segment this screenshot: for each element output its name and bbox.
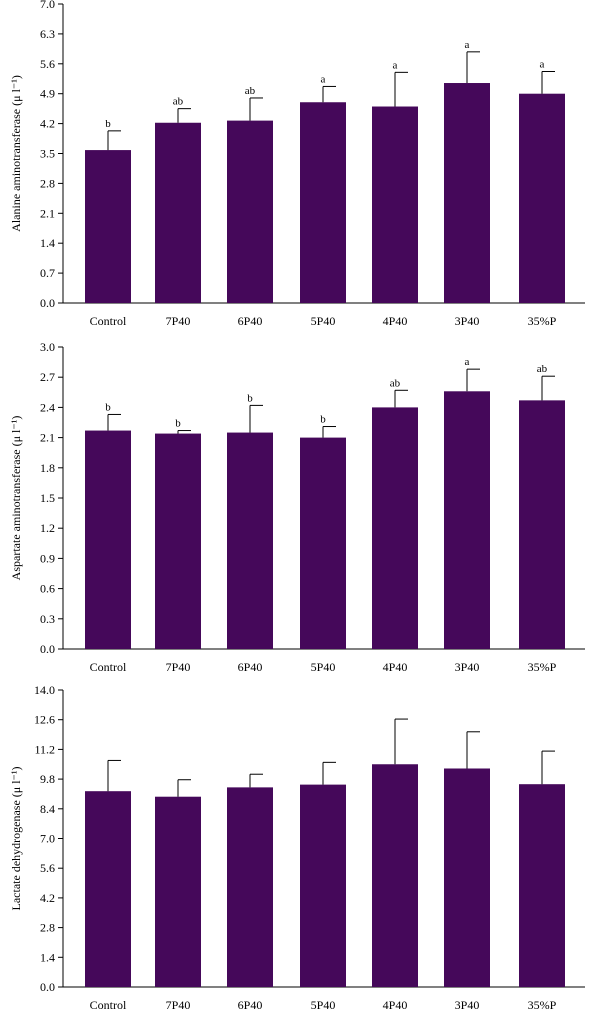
bar-5P40 <box>300 437 346 649</box>
y-tick-label: 2.8 <box>40 176 55 190</box>
x-tick-label: 35%P <box>528 660 557 674</box>
x-tick-label: 3P40 <box>455 660 480 674</box>
x-tick-label: Control <box>90 314 127 328</box>
significance-label: b <box>105 401 111 413</box>
bar-7P40 <box>155 796 201 987</box>
y-tick-label: 7.0 <box>40 0 55 11</box>
significance-label: ab <box>173 96 184 108</box>
y-tick-label: 14.0 <box>34 683 55 697</box>
bar-3P40 <box>444 391 490 649</box>
x-tick-label: 4P40 <box>383 998 408 1012</box>
bar-Control <box>85 791 131 987</box>
bar-4P40 <box>372 407 418 649</box>
y-axis-label: Lactate dehydrogenase (μ l⁻¹) <box>9 767 23 911</box>
significance-label: a <box>465 39 470 51</box>
bar-4P40 <box>372 106 418 303</box>
x-tick-label: 35%P <box>528 314 557 328</box>
y-tick-label: 4.9 <box>40 87 55 101</box>
x-tick-label: 3P40 <box>455 314 480 328</box>
x-tick-label: 5P40 <box>311 998 336 1012</box>
chart-2: 0.0 0.3 0.6 0.9 1.2 1.5 1.8 2.1 2.4 2.7 3.0 Asparta… <box>9 340 585 674</box>
x-tick-label: Control <box>90 998 127 1012</box>
bar-6P40 <box>227 432 273 649</box>
bar-5P40 <box>300 102 346 303</box>
x-tick-label: 4P40 <box>383 314 408 328</box>
significance-label: b <box>105 118 111 130</box>
bar-5P40 <box>300 784 346 987</box>
y-axis-label: Aspartate aminotransferase (μ l⁻¹) <box>9 416 23 581</box>
x-tick-label: 6P40 <box>238 998 263 1012</box>
y-tick-label: 2.1 <box>40 431 55 445</box>
x-tick-label: 7P40 <box>166 314 191 328</box>
x-tick-label: 6P40 <box>238 660 263 674</box>
significance-label: a <box>465 356 470 368</box>
bar-3P40 <box>444 768 490 987</box>
y-tick-label: 0.0 <box>40 296 55 310</box>
x-tick-label: Control <box>90 660 127 674</box>
significance-label: ab <box>390 377 401 389</box>
y-tick-label: 0.0 <box>40 980 55 994</box>
y-tick-label: 0.6 <box>40 582 55 596</box>
y-tick-label: 11.2 <box>34 742 55 756</box>
y-tick-label: 4.2 <box>40 117 55 131</box>
x-tick-label: 6P40 <box>238 314 263 328</box>
y-tick-label: 6.3 <box>40 27 55 41</box>
bar-Control <box>85 150 131 303</box>
x-tick-label: 7P40 <box>166 660 191 674</box>
significance-label: b <box>175 418 181 430</box>
bar-35%P <box>519 400 565 649</box>
significance-label: b <box>320 414 326 426</box>
bar-6P40 <box>227 120 273 303</box>
significance-label: a <box>321 73 326 85</box>
y-tick-label: 8.4 <box>40 802 55 816</box>
y-tick-label: 12.6 <box>34 713 55 727</box>
y-tick-label: 2.8 <box>40 921 55 935</box>
bar-6P40 <box>227 787 273 987</box>
y-tick-label: 5.6 <box>40 861 55 875</box>
x-tick-label: 5P40 <box>311 314 336 328</box>
significance-label: b <box>247 392 253 404</box>
bar-7P40 <box>155 433 201 649</box>
y-tick-label: 3.5 <box>40 147 55 161</box>
y-tick-label: 1.5 <box>40 491 55 505</box>
significance-label: a <box>393 59 398 71</box>
bar-7P40 <box>155 122 201 303</box>
y-tick-label: 2.4 <box>40 400 55 414</box>
y-tick-label: 9.8 <box>40 772 55 786</box>
bar-3P40 <box>444 83 490 304</box>
significance-label: ab <box>245 85 256 97</box>
x-tick-label: 7P40 <box>166 998 191 1012</box>
y-tick-label: 2.1 <box>40 206 55 220</box>
x-tick-label: 35%P <box>528 998 557 1012</box>
x-tick-label: 3P40 <box>455 998 480 1012</box>
y-tick-label: 0.7 <box>40 266 55 280</box>
chart-3: 0.0 1.4 2.8 4.2 5.6 7.0 8.4 9.8 11.2 12.6 14.0 Lact… <box>9 683 585 1012</box>
bar-Control <box>85 430 131 649</box>
bar-35%P <box>519 93 565 303</box>
significance-label: ab <box>537 363 548 375</box>
y-tick-label: 1.4 <box>40 236 55 250</box>
bar-4P40 <box>372 764 418 987</box>
y-tick-label: 2.7 <box>40 370 55 384</box>
y-tick-label: 0.0 <box>40 642 55 656</box>
y-axis-label: Alanine aminotransferase (μ l⁻¹) <box>9 75 23 232</box>
y-tick-label: 7.0 <box>40 832 55 846</box>
y-tick-label: 5.6 <box>40 57 55 71</box>
y-tick-label: 4.2 <box>40 891 55 905</box>
y-tick-label: 1.2 <box>40 521 55 535</box>
chart-1: 0.0 0.7 1.4 2.1 2.8 3.5 4.2 4.9 5.6 6.3 7.0 Alanine… <box>9 0 585 328</box>
y-tick-label: 1.4 <box>40 950 55 964</box>
y-tick-label: 1.8 <box>40 461 55 475</box>
bar-35%P <box>519 784 565 987</box>
significance-label: a <box>540 58 545 70</box>
y-tick-label: 0.9 <box>40 551 55 565</box>
x-tick-label: 5P40 <box>311 660 336 674</box>
x-tick-label: 4P40 <box>383 660 408 674</box>
y-tick-label: 3.0 <box>40 340 55 354</box>
y-tick-label: 0.3 <box>40 612 55 626</box>
